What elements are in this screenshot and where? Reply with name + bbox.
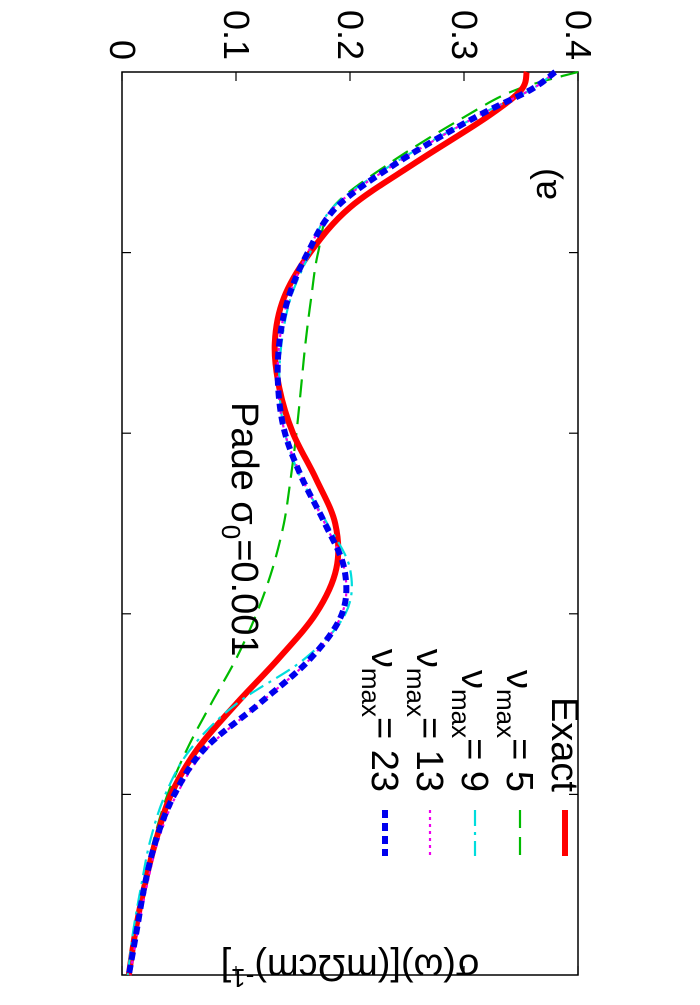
legend-label: Exact bbox=[543, 697, 585, 792]
legend-label: νmax= 13 bbox=[401, 649, 450, 792]
series-line-vmax-9 bbox=[126, 71, 556, 976]
series-line-vmax-13 bbox=[128, 71, 556, 976]
y-tick-label: 0.4 bbox=[558, 10, 599, 60]
legend-item: νmax= 23 bbox=[356, 649, 405, 856]
y-tick-label: 0.2 bbox=[330, 10, 371, 60]
panel-label: a) bbox=[523, 168, 564, 200]
y-tick-label: 0.3 bbox=[444, 10, 485, 60]
annotation: Pade σ0=0.001 bbox=[216, 402, 265, 657]
legend-item: νmax= 13 bbox=[401, 649, 450, 856]
legend-label: νmax= 23 bbox=[356, 649, 405, 792]
series-line-vmax-23 bbox=[125, 69, 558, 976]
y-axis-label: σ(ω)[(mΩcm)-1] bbox=[221, 946, 480, 993]
legend-item: Exact bbox=[543, 697, 585, 856]
y-tick-label: 0 bbox=[102, 40, 143, 60]
legend-item: νmax= 9 bbox=[446, 670, 495, 856]
text-layer: a) Pade σ0=0.001 σ(ω)[(mΩcm)-1] bbox=[216, 168, 564, 993]
y-tick-label: 0.1 bbox=[216, 10, 257, 60]
legend-label: νmax= 9 bbox=[446, 670, 495, 792]
plot-frame: 0 0.1 0.2 0.3 0.4 bbox=[102, 10, 599, 976]
legend-label: νmax= 5 bbox=[491, 670, 540, 792]
legend-item: νmax= 5 bbox=[491, 670, 540, 856]
series-layer bbox=[125, 69, 579, 976]
